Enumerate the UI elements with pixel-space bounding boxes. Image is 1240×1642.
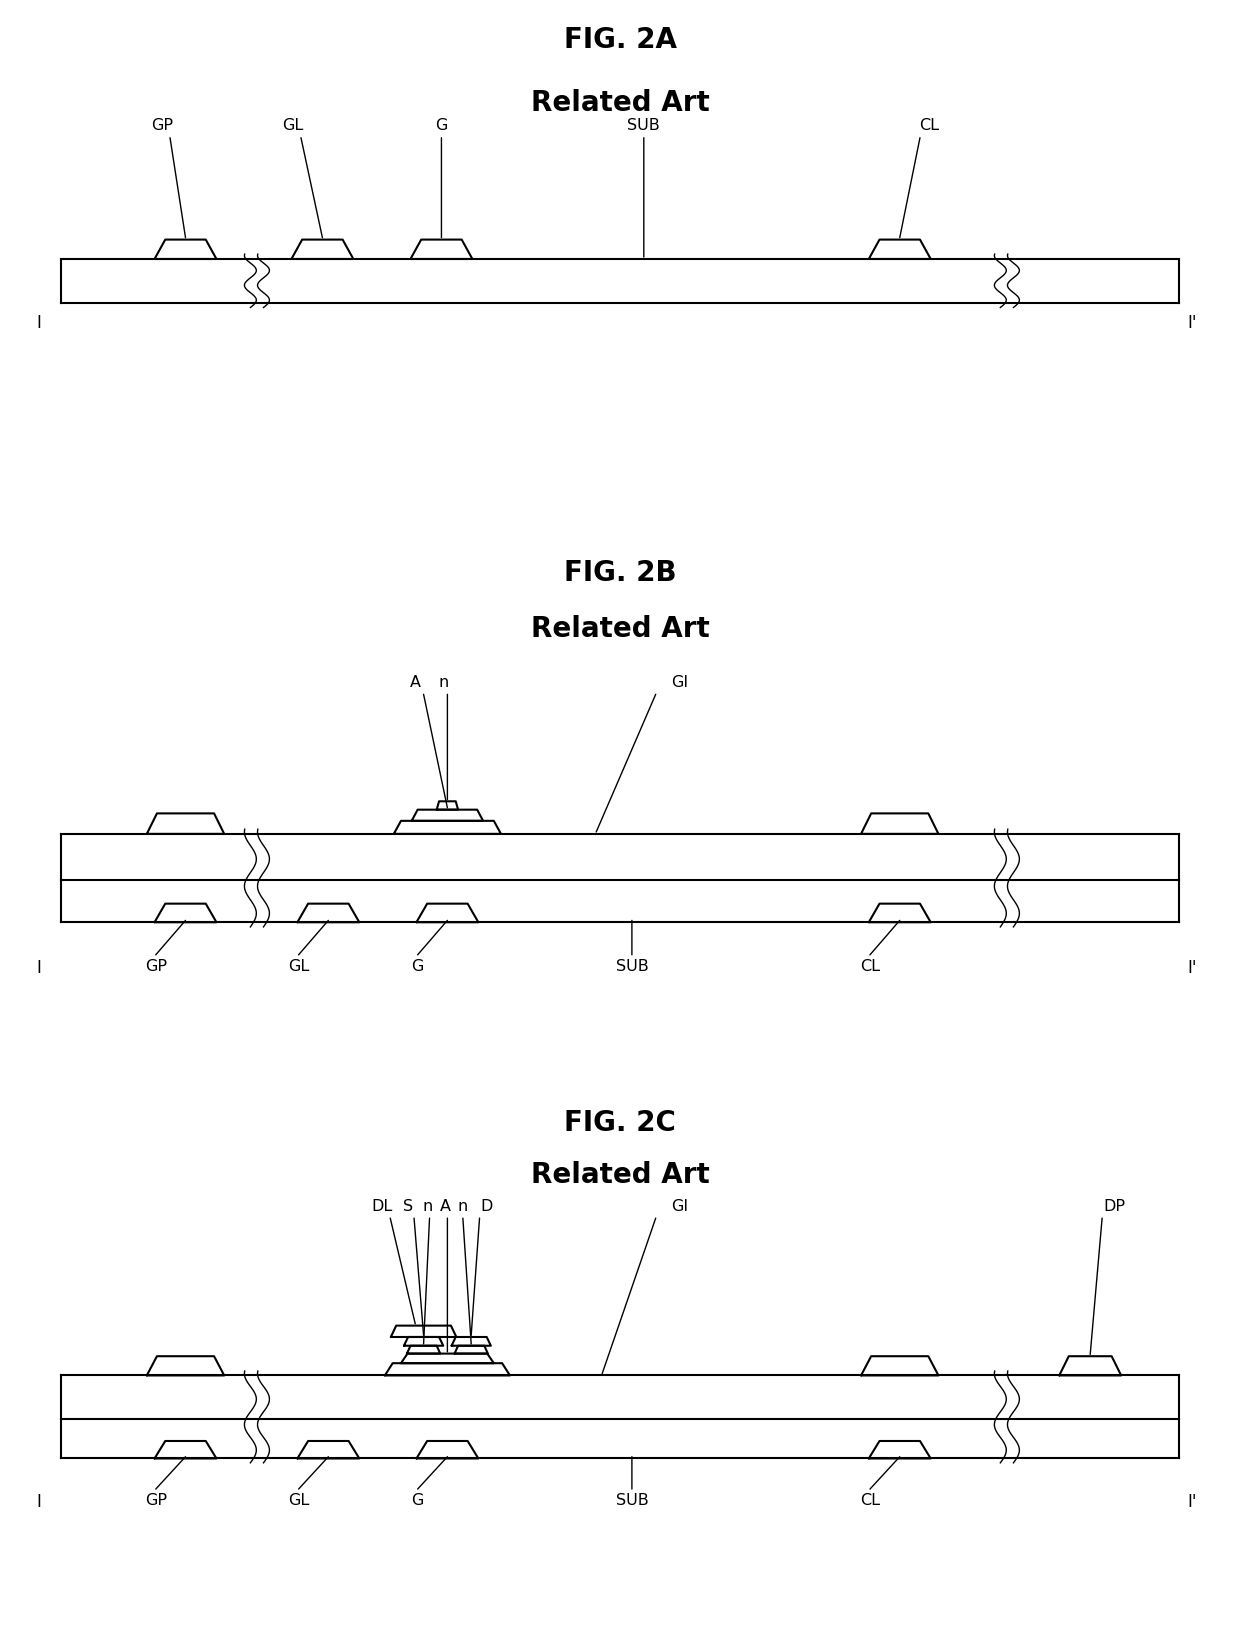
- Text: GP: GP: [145, 959, 166, 974]
- Text: Related Art: Related Art: [531, 89, 709, 117]
- Text: GL: GL: [288, 959, 309, 974]
- Text: I: I: [37, 1494, 42, 1511]
- Text: G: G: [435, 118, 448, 133]
- Text: Related Art: Related Art: [531, 1161, 709, 1189]
- Text: CL: CL: [920, 118, 940, 133]
- Text: CL: CL: [861, 1494, 880, 1509]
- Text: I: I: [37, 314, 42, 332]
- Text: n: n: [422, 1199, 433, 1213]
- Text: A: A: [439, 1199, 450, 1213]
- Text: G: G: [412, 959, 424, 974]
- Text: GL: GL: [281, 118, 304, 133]
- Text: I: I: [37, 959, 42, 977]
- Text: I': I': [1188, 1494, 1198, 1511]
- Text: DL: DL: [371, 1199, 393, 1213]
- Text: n: n: [458, 1199, 467, 1213]
- Text: SUB: SUB: [615, 959, 649, 974]
- Text: FIG. 2A: FIG. 2A: [563, 26, 677, 54]
- Text: GP: GP: [145, 1494, 166, 1509]
- Text: GL: GL: [288, 1494, 309, 1509]
- Text: FIG. 2C: FIG. 2C: [564, 1108, 676, 1136]
- Text: SUB: SUB: [615, 1494, 649, 1509]
- Text: n: n: [439, 675, 449, 690]
- Text: S: S: [403, 1199, 413, 1213]
- Text: G: G: [412, 1494, 424, 1509]
- Text: I': I': [1188, 959, 1198, 977]
- Text: GP: GP: [151, 118, 172, 133]
- Text: GI: GI: [671, 1199, 688, 1213]
- Text: I': I': [1188, 314, 1198, 332]
- Text: D: D: [480, 1199, 492, 1213]
- Text: DP: DP: [1104, 1199, 1125, 1213]
- Text: SUB: SUB: [627, 118, 660, 133]
- Text: A: A: [409, 675, 420, 690]
- Text: FIG. 2B: FIG. 2B: [564, 560, 676, 588]
- Text: Related Art: Related Art: [531, 616, 709, 644]
- Text: CL: CL: [861, 959, 880, 974]
- Text: GI: GI: [671, 675, 688, 690]
